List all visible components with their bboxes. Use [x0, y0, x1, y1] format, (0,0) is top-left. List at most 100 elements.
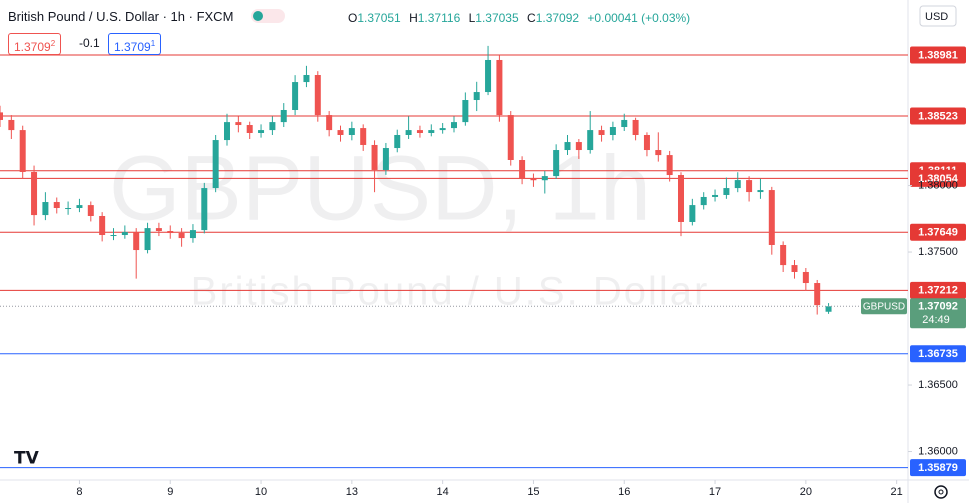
candle-body [212, 140, 219, 189]
candle-body [666, 155, 673, 176]
candle-body [768, 190, 775, 245]
level-label: 1.36735 [918, 348, 958, 360]
currency-select[interactable]: USD [919, 5, 957, 27]
candle-body [405, 130, 412, 135]
currency-box[interactable] [919, 5, 957, 27]
buy-button[interactable]: 1.37091 [108, 33, 162, 55]
gear[interactable] [934, 485, 948, 499]
candle-body [564, 142, 571, 151]
candle-body [451, 122, 457, 129]
candle-body [814, 283, 821, 306]
candle-body [700, 196, 707, 206]
candle-body [65, 208, 72, 210]
x-tick-label: 9 [167, 486, 173, 498]
level-label: 1.38054 [918, 173, 959, 185]
candle-body [292, 82, 299, 110]
candle-body [791, 265, 798, 272]
logo-mark: 𝗧𝗩 [14, 448, 40, 467]
level-label: 1.35879 [918, 462, 958, 474]
candle-body [0, 112, 3, 120]
candle-body [746, 180, 753, 193]
candle-body [303, 75, 310, 83]
candle-body [496, 59, 503, 116]
candle-body [110, 235, 117, 237]
level-label-box [910, 345, 966, 363]
level-label: 1.38981 [918, 49, 958, 61]
y-tick-label: 1.36500 [918, 379, 958, 391]
level-label-box [910, 281, 966, 299]
candle-body [530, 178, 537, 181]
x-tick-label: 20 [800, 486, 812, 498]
candles [0, 45, 908, 469]
candle-body [133, 232, 140, 251]
market-open-dot [253, 11, 264, 21]
candle-body [394, 134, 401, 149]
candle-body [473, 92, 480, 101]
candle-body [178, 233, 185, 239]
candle-body [269, 122, 276, 131]
spread: -0.1 [74, 33, 105, 53]
spread-value: -0.1 [79, 36, 100, 50]
ask-main: 1.3709 [114, 40, 151, 54]
settings-icon[interactable] [934, 485, 948, 499]
sell-button[interactable]: 1.37092 [8, 33, 62, 55]
candle-body [643, 134, 650, 151]
candle-body [587, 130, 594, 151]
x-tick-label: 14 [437, 486, 449, 498]
candle-body [734, 180, 741, 189]
candle-body [519, 160, 526, 179]
candle-body [87, 205, 94, 216]
status-icons[interactable] [251, 9, 286, 23]
candle-body [224, 122, 230, 141]
candle-body [382, 148, 389, 170]
y-tick-label: 1.37500 [918, 246, 958, 258]
candle-body [348, 128, 355, 135]
candle-body [246, 125, 253, 134]
candle-body [575, 142, 582, 151]
bid-main: 1.3709 [14, 40, 51, 54]
candle-body [655, 150, 662, 156]
candle-body [780, 244, 787, 266]
x-tick-label: 21 [891, 486, 903, 498]
countdown: 24:49 [922, 314, 950, 326]
ohlc: O1.37051 H1.37116 L1.37035 C1.37092 +0.0… [348, 11, 695, 25]
level-label-box [910, 459, 966, 477]
symbol-title: British Pound / U.S. Dollar · 1h · FXCM [8, 9, 286, 24]
candle-body [326, 115, 333, 131]
level-label-box [910, 107, 966, 125]
gear-center [938, 489, 944, 495]
candle-body [723, 188, 730, 195]
candle-body [53, 202, 60, 209]
candle-body [825, 306, 832, 312]
candle-body [76, 205, 83, 209]
close-label: C [527, 11, 536, 25]
candle-body [31, 171, 38, 216]
candle-body [235, 122, 242, 126]
candle-body [416, 130, 423, 134]
candle-body [167, 231, 174, 234]
level-label-box [910, 46, 966, 64]
level-label: 1.37212 [918, 285, 958, 297]
level-label: 1.37649 [918, 227, 958, 239]
price-labels: 1.389811.385231.381111.380541.376491.372… [861, 46, 966, 477]
ask-pip: 1 [150, 39, 156, 48]
candle-body [609, 127, 616, 135]
candle-body [99, 215, 106, 236]
symbol-label: GBPUSD [863, 301, 905, 312]
x-tick-label: 17 [709, 486, 721, 498]
watermark-symbol: GBPUSD, 1h [109, 137, 651, 239]
y-tick-label: 1.36000 [918, 445, 958, 457]
candle-body [360, 128, 367, 145]
candle-body [757, 190, 764, 193]
candle-body [337, 130, 344, 135]
candle-body [621, 119, 628, 128]
x-tick-label: 8 [76, 486, 82, 498]
candle-body [42, 202, 49, 216]
candle-body [155, 228, 162, 232]
candle-body [678, 175, 684, 222]
candle-body [632, 119, 639, 135]
x-tick-label: 10 [255, 486, 267, 498]
candle-body [371, 144, 378, 170]
